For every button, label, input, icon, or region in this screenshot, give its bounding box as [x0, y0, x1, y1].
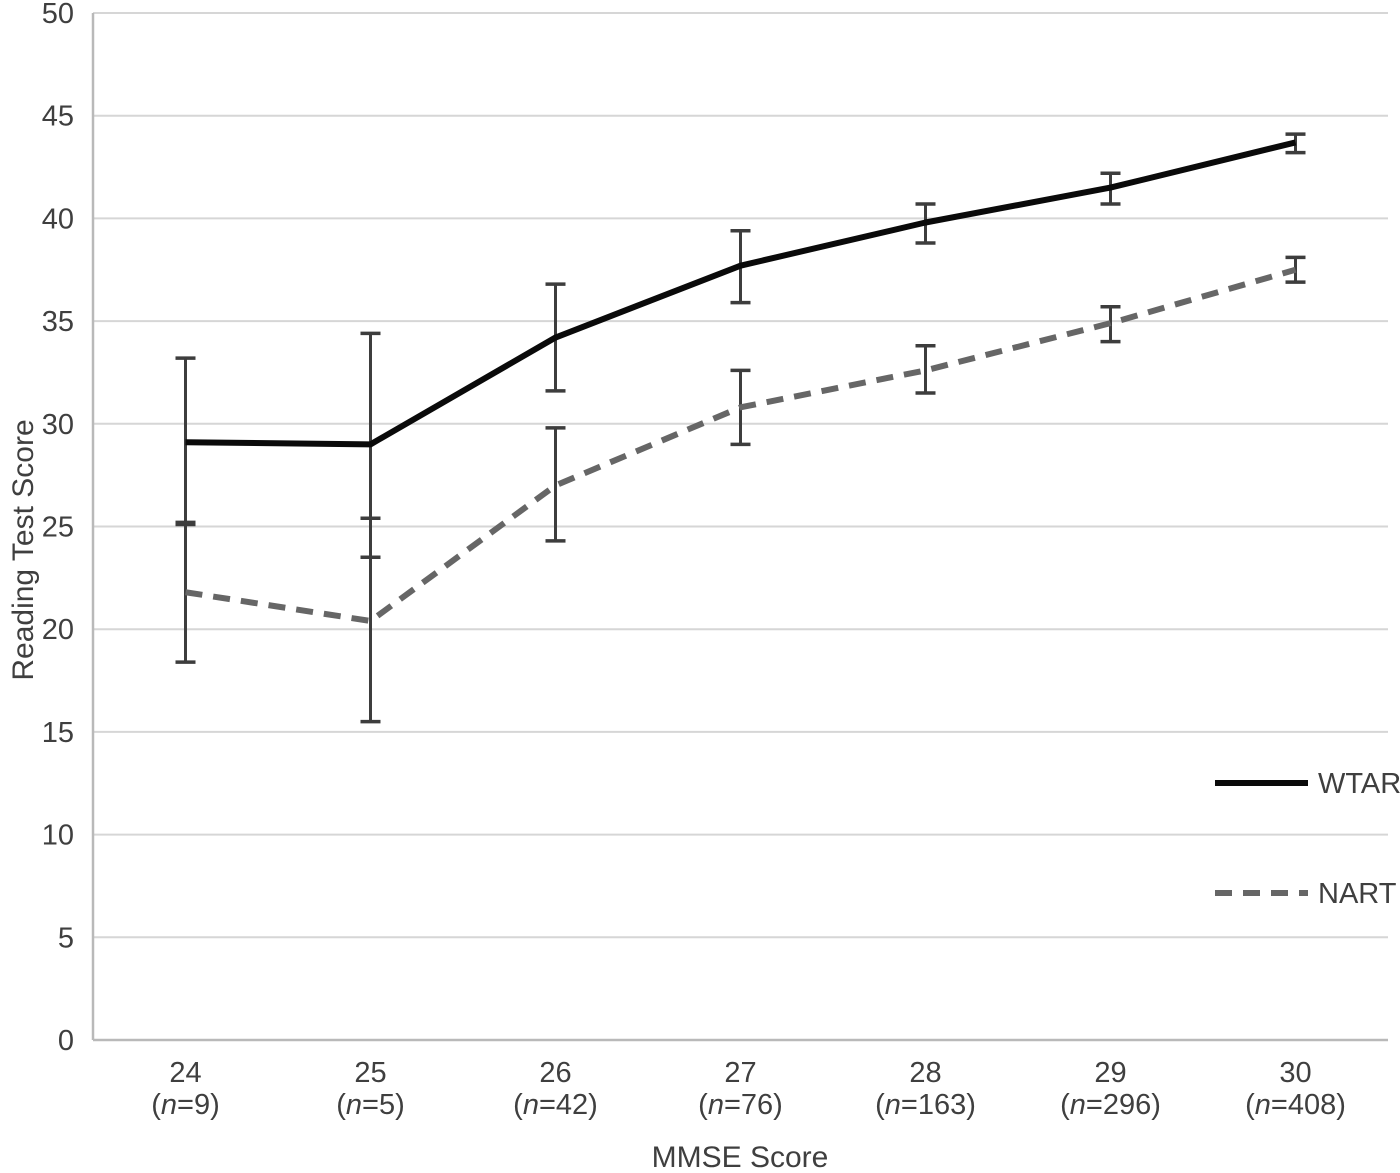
nart-line — [185, 266, 1297, 624]
x-tick-label: 28 — [909, 1057, 941, 1089]
y-tick-label: 10 — [42, 820, 74, 852]
y-tick-label: 5 — [58, 922, 74, 954]
x-tick-sublabel: (n=42) — [513, 1089, 598, 1121]
x-tick-label: 26 — [539, 1057, 571, 1089]
gridlines — [93, 12, 1388, 939]
x-tick-sublabel: (n=5) — [336, 1089, 405, 1121]
y-tick-label: 40 — [42, 203, 74, 235]
y-tick-label: 50 — [42, 0, 74, 30]
y-tick-label: 20 — [42, 614, 74, 646]
x-axis-title: MMSE Score — [652, 1141, 829, 1173]
axes — [91, 13, 1388, 1042]
y-tick-labels: 0 5 10 15 20 25 30 35 40 45 50 — [42, 0, 74, 1057]
x-tick-label: 29 — [1094, 1057, 1126, 1089]
y-tick-label: 30 — [42, 409, 74, 441]
nart-error-bar — [915, 343, 936, 395]
x-tick-label: 25 — [354, 1057, 386, 1089]
error-bars — [175, 132, 1306, 724]
legend-label-nart: NART — [1318, 878, 1397, 910]
y-tick-label: 0 — [58, 1025, 74, 1057]
x-tick-sublabel: (n=296) — [1060, 1089, 1161, 1121]
x-tick-sublabel: (n=163) — [875, 1089, 976, 1121]
x-tick-label: 24 — [169, 1057, 201, 1089]
nart-error-bar — [545, 426, 566, 543]
x-tick-label: 27 — [724, 1057, 756, 1089]
x-tick-sublabel: (n=9) — [151, 1089, 220, 1121]
y-tick-label: 15 — [42, 717, 74, 749]
x-tick-labels: 24(n=9) 25(n=5) 26(n=42) 27(n=76) 28(n=163) 2… — [151, 1057, 1346, 1121]
nart-error-bar — [360, 516, 381, 724]
y-axis-title: Reading Test Score — [7, 419, 40, 680]
x-tick-sublabel: (n=408) — [1245, 1089, 1346, 1121]
y-tick-label: 35 — [42, 306, 74, 338]
wtar-line — [185, 139, 1297, 448]
x-tick-sublabel: (n=76) — [698, 1089, 783, 1121]
legend-swatches — [1215, 780, 1308, 896]
x-tick-label: 30 — [1279, 1057, 1311, 1089]
series-lines — [185, 139, 1297, 624]
legend-label-wtar: WTAR — [1318, 768, 1400, 800]
y-tick-label: 25 — [42, 512, 74, 544]
y-tick-label: 45 — [42, 101, 74, 133]
